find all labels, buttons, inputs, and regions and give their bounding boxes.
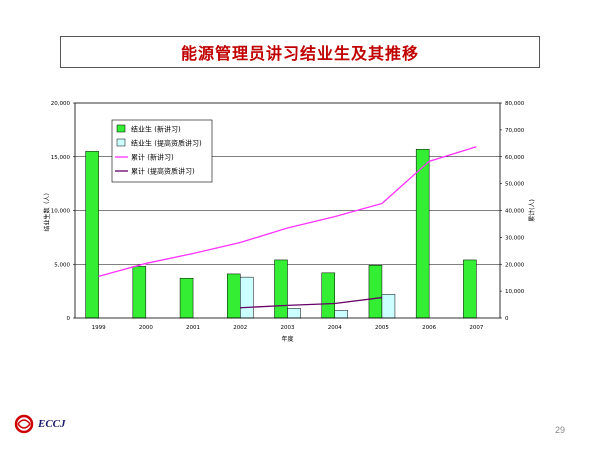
y-tick-label-right: 0 (505, 316, 509, 322)
bar-new-course (368, 265, 383, 319)
y-tick-label-right: 20,000 (505, 262, 525, 268)
legend-label: 结业生 (提高资质讲习) (131, 139, 202, 148)
x-tick-label: 2000 (139, 325, 153, 331)
y-tick-label-right: 30,000 (505, 235, 525, 241)
y-axis-label-right: 累计(人) (528, 199, 536, 222)
legend-label: 结业生 (新讲习) (131, 125, 181, 134)
legend-swatch-new-course (116, 124, 126, 133)
y-tick-label-right: 10,000 (505, 289, 525, 295)
y-tick-label-left: 20,000 (51, 101, 71, 107)
y-axis-label-left: 结业生数（人） (43, 189, 51, 231)
x-tick-label: 2002 (233, 325, 247, 331)
bar-new-course (415, 148, 430, 319)
bar-new-course (321, 272, 335, 319)
bar-new-course (227, 273, 241, 319)
bar-new-course (274, 259, 288, 319)
bar-qualification-course (334, 310, 348, 319)
legend-swatch-qualification-course (116, 138, 126, 147)
y-tick-label-right: 70,000 (505, 128, 525, 134)
y-tick-label-left: 15,000 (51, 155, 71, 161)
x-tick-label: 2006 (422, 325, 436, 331)
bar-qualification-course (287, 308, 301, 319)
x-tick-label: 2005 (375, 325, 389, 331)
slide-title: 能源管理员讲习结业生及其推移 (180, 44, 419, 63)
legend-label: 累计 (新讲习) (131, 153, 174, 162)
bar-new-course (85, 151, 99, 319)
bar-qualification-course (381, 294, 396, 319)
bar-qualification-course (240, 276, 254, 319)
x-tick-label: 2003 (281, 325, 295, 331)
y-tick-label-right: 40,000 (505, 209, 525, 215)
eccj-logo-text: ECCJ (38, 418, 66, 430)
x-tick-label: 2001 (186, 325, 200, 331)
slide-title-box: 能源管理员讲习结业生及其推移 (60, 36, 540, 68)
line-cumulative-new (98, 146, 477, 277)
bar-new-course (463, 259, 477, 319)
y-tick-label-right: 50,000 (505, 182, 525, 188)
x-axis-label: 年度 (281, 335, 293, 343)
eccj-logo: ECCJ (14, 414, 66, 434)
y-tick-label-left: 5,000 (54, 262, 70, 268)
x-tick-label: 1999 (92, 325, 106, 331)
bar-new-course (179, 277, 194, 319)
x-tick-label: 2004 (328, 325, 342, 331)
bar-new-course (132, 266, 147, 319)
y-tick-label-right: 80,000 (505, 101, 525, 107)
legend-label: 累计 (提高资质讲习) (131, 167, 195, 176)
y-tick-label-left: 10,000 (51, 209, 71, 215)
legend-box (111, 119, 213, 183)
x-tick-label: 2007 (469, 325, 483, 331)
line-cumulative-qualification (240, 296, 383, 309)
eccj-logo-icon (14, 414, 34, 434)
page-number: 29 (555, 425, 566, 435)
y-tick-label-right: 60,000 (505, 155, 525, 161)
y-tick-label-left: 0 (67, 316, 71, 322)
plot-frame (74, 102, 501, 319)
